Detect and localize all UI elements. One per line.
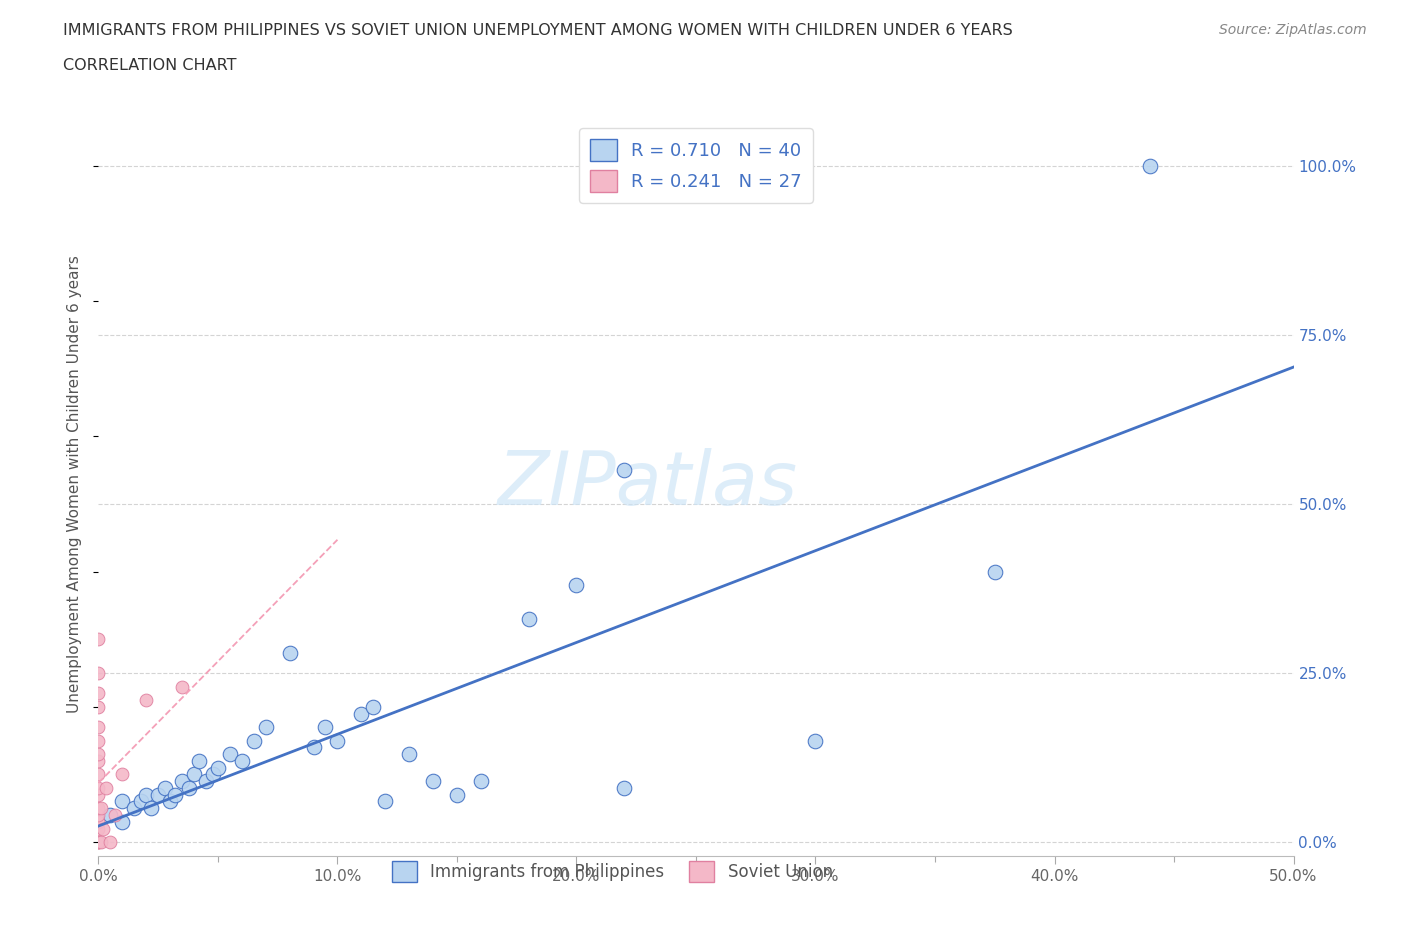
Point <box>202 767 225 782</box>
Point <box>172 774 194 789</box>
Legend: Immigrants from Philippines, Soviet Union: Immigrants from Philippines, Soviet Unio… <box>385 855 839 888</box>
Point <box>94 780 117 795</box>
Point <box>446 788 468 803</box>
Point <box>98 807 122 822</box>
Point <box>91 821 114 836</box>
Point <box>87 834 110 849</box>
Point <box>278 645 301 660</box>
Point <box>517 611 540 626</box>
Point <box>124 801 146 816</box>
Point <box>183 767 205 782</box>
Point <box>87 699 110 714</box>
Point <box>148 788 170 803</box>
Point <box>87 720 110 735</box>
Point <box>98 834 122 849</box>
Point <box>159 794 181 809</box>
Point <box>87 747 110 762</box>
Point <box>179 780 201 795</box>
Point <box>363 699 385 714</box>
Point <box>219 747 242 762</box>
Point <box>163 788 186 803</box>
Point <box>172 679 194 694</box>
Text: CORRELATION CHART: CORRELATION CHART <box>63 58 236 73</box>
Point <box>231 753 253 768</box>
Point <box>804 733 827 748</box>
Point <box>90 834 112 849</box>
Point <box>87 788 110 803</box>
Point <box>243 733 266 748</box>
Point <box>350 706 373 721</box>
Point <box>155 780 177 795</box>
Point <box>187 753 209 768</box>
Point <box>87 753 110 768</box>
Point <box>422 774 444 789</box>
Point <box>135 788 157 803</box>
Point <box>111 767 134 782</box>
Point <box>87 807 110 822</box>
Point <box>135 693 157 708</box>
Point <box>1139 158 1161 173</box>
Point <box>613 462 636 477</box>
Point <box>131 794 153 809</box>
Point <box>87 666 110 681</box>
Point <box>104 807 127 822</box>
Point <box>87 834 110 849</box>
Point <box>398 747 420 762</box>
Text: Source: ZipAtlas.com: Source: ZipAtlas.com <box>1219 23 1367 37</box>
Point <box>565 578 588 592</box>
Point <box>87 767 110 782</box>
Point <box>374 794 396 809</box>
Point <box>87 685 110 700</box>
Point <box>470 774 492 789</box>
Point <box>254 720 277 735</box>
Point <box>87 821 110 836</box>
Point <box>139 801 162 816</box>
Point <box>326 733 349 748</box>
Point <box>87 815 110 830</box>
Point <box>195 774 218 789</box>
Point <box>87 780 110 795</box>
Text: IMMIGRANTS FROM PHILIPPINES VS SOVIET UNION UNEMPLOYMENT AMONG WOMEN WITH CHILDR: IMMIGRANTS FROM PHILIPPINES VS SOVIET UN… <box>63 23 1012 38</box>
Point <box>613 780 636 795</box>
Point <box>90 801 112 816</box>
Point <box>302 740 325 755</box>
Point <box>87 801 110 816</box>
Point <box>87 733 110 748</box>
Text: ZIPatlas: ZIPatlas <box>498 447 799 520</box>
Point <box>207 760 229 775</box>
Point <box>984 565 1007 579</box>
Point <box>87 834 110 849</box>
Point <box>111 794 134 809</box>
Point <box>315 720 337 735</box>
Point <box>87 631 110 646</box>
Y-axis label: Unemployment Among Women with Children Under 6 years: Unemployment Among Women with Children U… <box>67 255 83 712</box>
Point <box>111 815 134 830</box>
